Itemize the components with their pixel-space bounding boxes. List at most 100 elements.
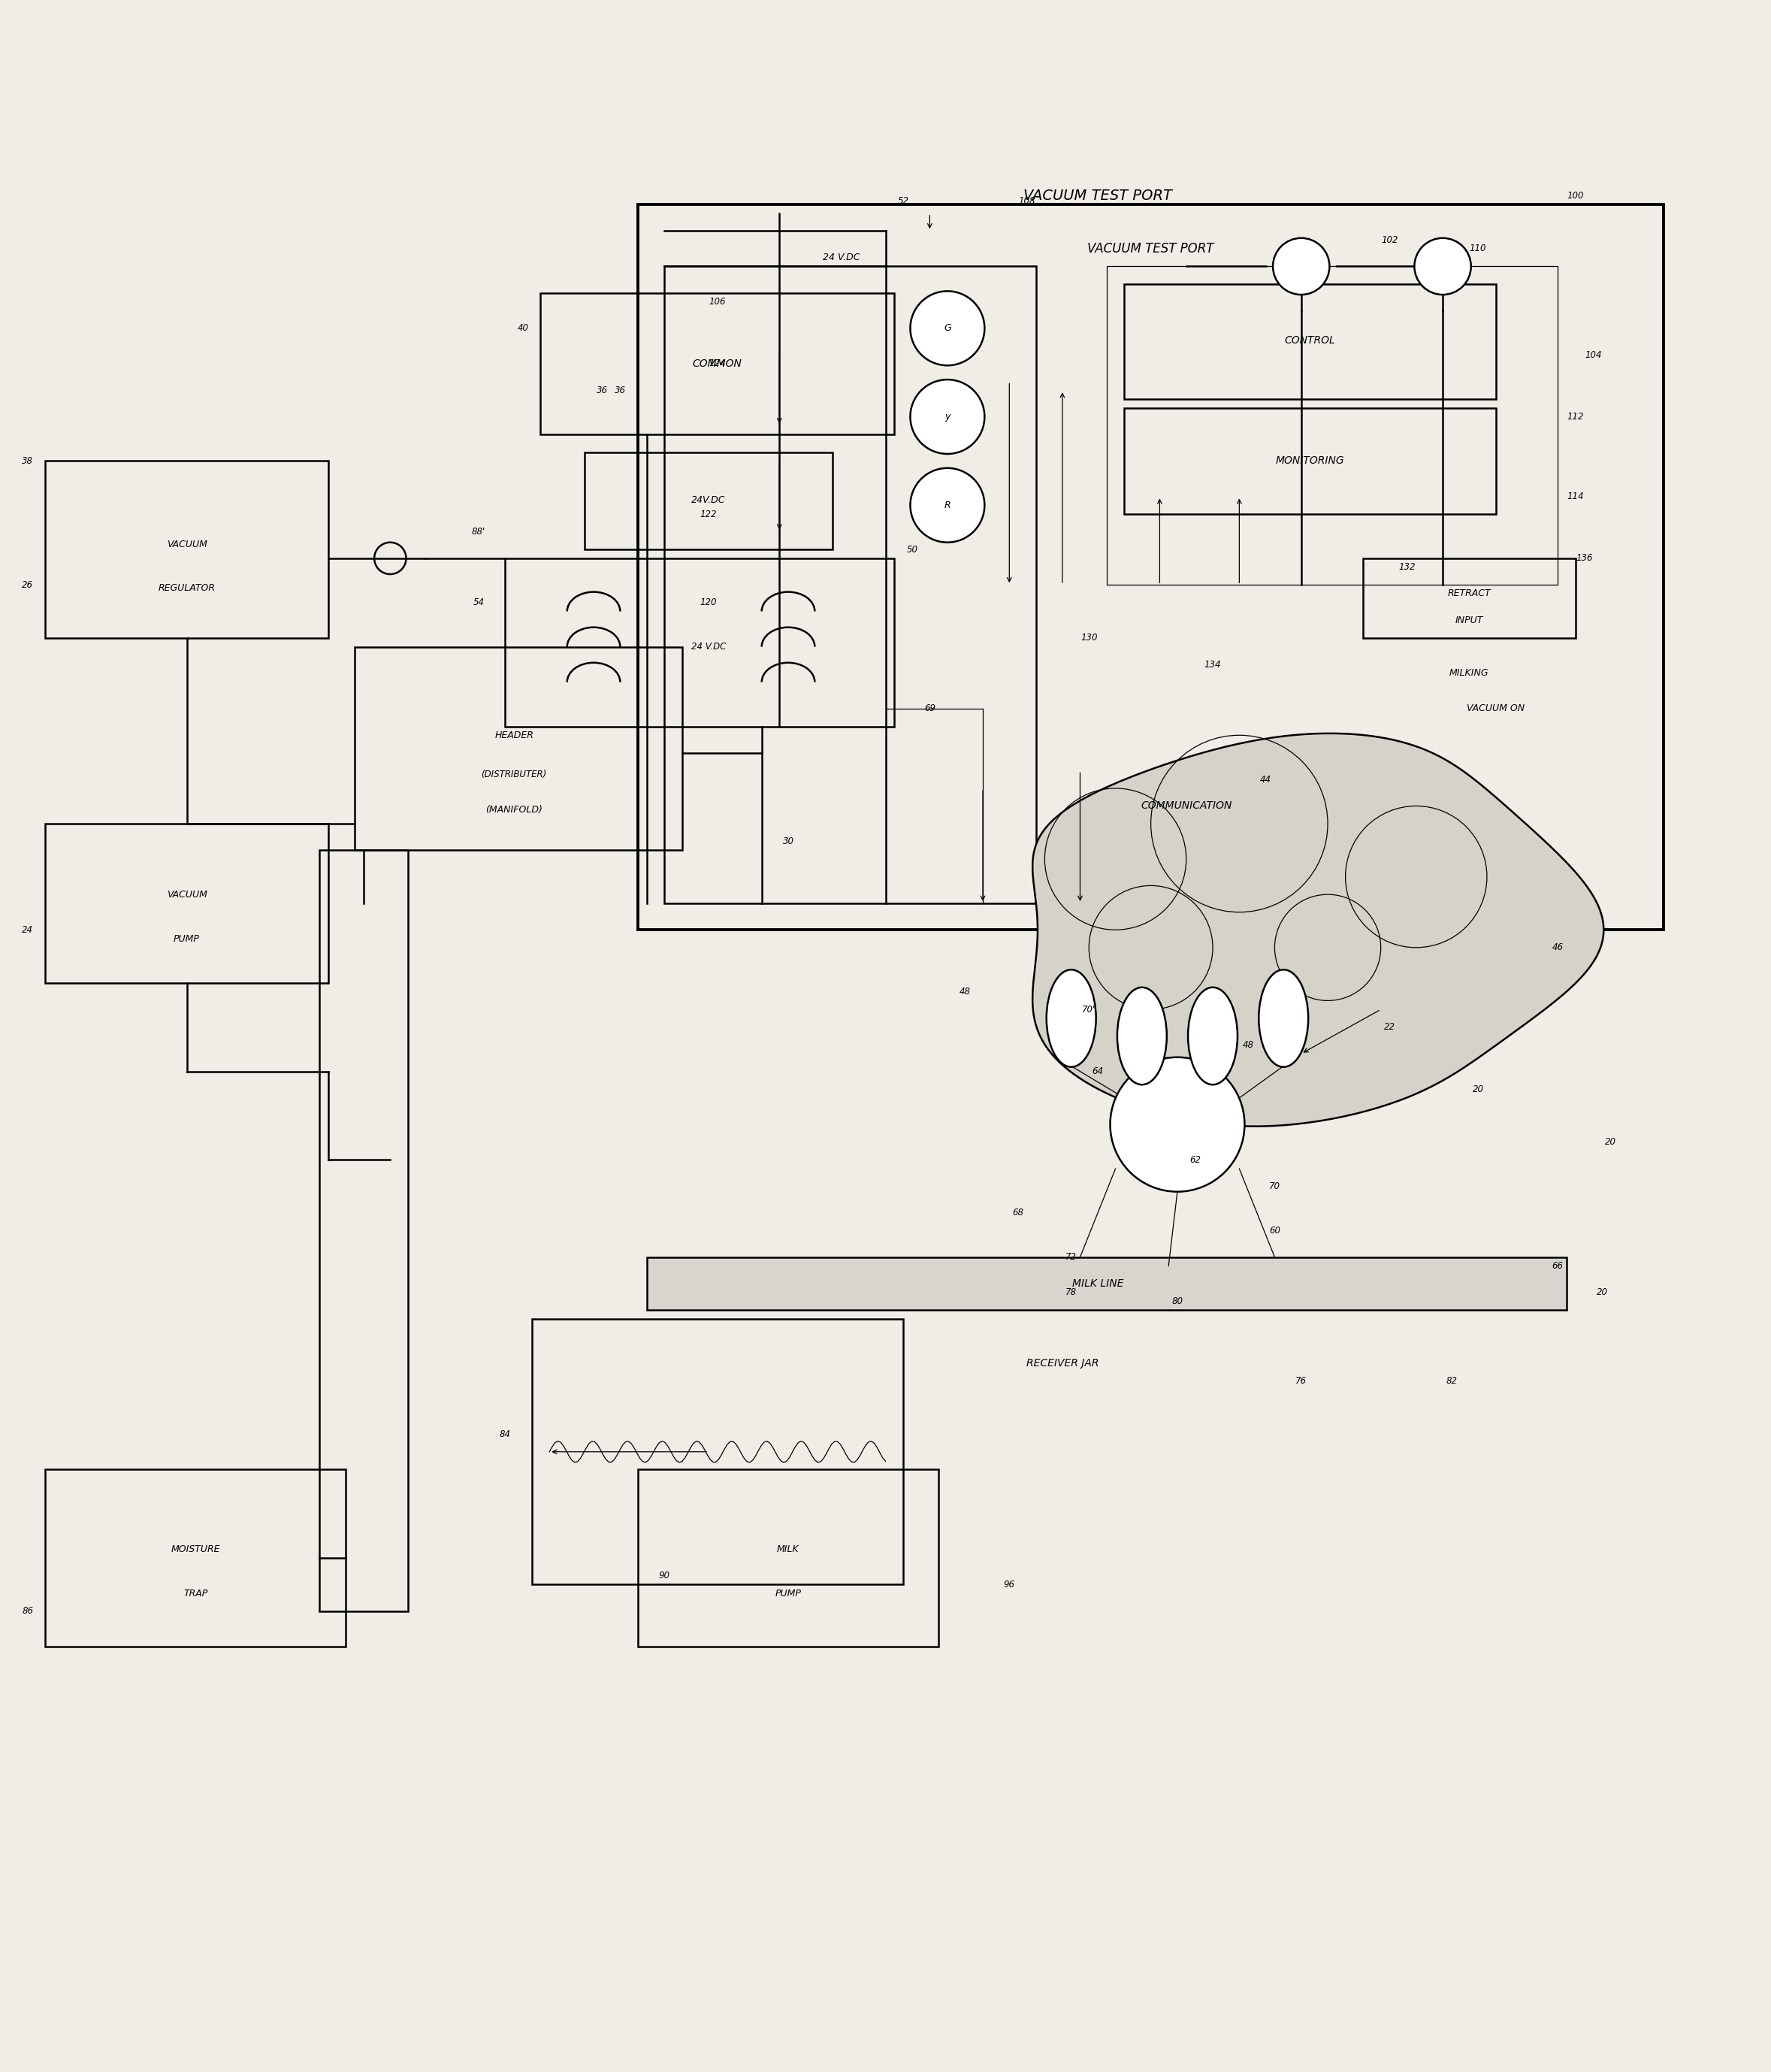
Bar bbox=[1125, 408, 1496, 514]
Text: 70': 70' bbox=[1082, 1005, 1096, 1015]
Text: (MANIFOLD): (MANIFOLD) bbox=[485, 804, 542, 814]
Bar bbox=[505, 557, 894, 727]
Text: 26: 26 bbox=[21, 580, 34, 591]
Text: 76: 76 bbox=[1296, 1376, 1307, 1386]
Text: 36: 36 bbox=[597, 385, 607, 396]
Ellipse shape bbox=[1259, 970, 1309, 1067]
Ellipse shape bbox=[1118, 988, 1167, 1084]
Ellipse shape bbox=[1188, 988, 1238, 1084]
Text: 22: 22 bbox=[1383, 1021, 1396, 1032]
Text: 112: 112 bbox=[1567, 412, 1583, 421]
Text: (DISTRIBUTER): (DISTRIBUTER) bbox=[482, 769, 547, 779]
Text: VACUUM: VACUUM bbox=[166, 539, 207, 549]
Text: 48: 48 bbox=[960, 986, 971, 997]
Text: 30: 30 bbox=[783, 837, 793, 845]
Text: 84: 84 bbox=[499, 1430, 510, 1438]
Text: 72: 72 bbox=[1066, 1251, 1077, 1262]
Text: 130: 130 bbox=[1080, 634, 1098, 642]
Bar bbox=[531, 1320, 903, 1585]
Circle shape bbox=[1110, 1057, 1245, 1191]
Text: VACUUM TEST PORT: VACUUM TEST PORT bbox=[1087, 242, 1215, 255]
Bar bbox=[1364, 557, 1576, 638]
Text: VACUUM: VACUUM bbox=[166, 889, 207, 899]
Text: REGULATOR: REGULATOR bbox=[158, 584, 216, 593]
Text: 104: 104 bbox=[1585, 350, 1601, 361]
Circle shape bbox=[1273, 238, 1330, 294]
Text: CONTROL: CONTROL bbox=[1284, 336, 1335, 346]
Text: 48: 48 bbox=[1243, 1040, 1254, 1051]
Circle shape bbox=[910, 379, 985, 454]
Polygon shape bbox=[1032, 733, 1605, 1127]
Text: 70: 70 bbox=[1270, 1181, 1280, 1191]
Text: 132: 132 bbox=[1399, 562, 1415, 572]
Text: 120: 120 bbox=[700, 597, 717, 607]
Text: 114: 114 bbox=[1567, 491, 1583, 501]
Text: 78: 78 bbox=[1066, 1287, 1077, 1297]
Text: 68: 68 bbox=[1013, 1208, 1024, 1218]
Text: RECEIVER JAR: RECEIVER JAR bbox=[1025, 1357, 1098, 1370]
Text: 24 V.DC: 24 V.DC bbox=[691, 642, 726, 651]
Text: 82: 82 bbox=[1445, 1376, 1458, 1386]
Bar bbox=[1125, 284, 1496, 400]
Text: MILK: MILK bbox=[777, 1544, 799, 1554]
Text: 80: 80 bbox=[1172, 1297, 1183, 1305]
Bar bbox=[540, 292, 894, 435]
Text: 36: 36 bbox=[615, 385, 625, 396]
Text: 24 V.DC: 24 V.DC bbox=[824, 253, 861, 263]
Text: COMMUNICATION: COMMUNICATION bbox=[1141, 800, 1233, 812]
Text: HEADER: HEADER bbox=[494, 729, 533, 740]
Text: PUMP: PUMP bbox=[174, 934, 200, 943]
Text: G: G bbox=[944, 323, 951, 334]
Text: 60: 60 bbox=[1270, 1227, 1280, 1235]
Text: 100: 100 bbox=[1567, 191, 1583, 201]
Text: MILK LINE: MILK LINE bbox=[1071, 1278, 1123, 1289]
Text: 136: 136 bbox=[1576, 553, 1592, 564]
Text: COMMON: COMMON bbox=[692, 358, 742, 369]
Bar bbox=[1107, 267, 1558, 584]
Text: 108: 108 bbox=[1018, 197, 1036, 205]
Text: 52: 52 bbox=[898, 197, 909, 205]
Text: 69: 69 bbox=[924, 704, 935, 713]
Bar bbox=[584, 452, 832, 549]
Bar bbox=[638, 1469, 939, 1647]
Bar bbox=[319, 850, 407, 1612]
Text: 20: 20 bbox=[1605, 1138, 1617, 1148]
Text: 90: 90 bbox=[659, 1571, 669, 1581]
Text: 50: 50 bbox=[907, 545, 917, 555]
Text: 86: 86 bbox=[21, 1606, 34, 1616]
Text: 20: 20 bbox=[1596, 1287, 1608, 1297]
Text: 88': 88' bbox=[471, 526, 485, 537]
Text: RETRACT: RETRACT bbox=[1447, 588, 1491, 599]
Bar bbox=[354, 646, 682, 850]
Text: 110: 110 bbox=[1470, 244, 1486, 253]
Text: 134: 134 bbox=[1204, 659, 1222, 669]
Text: INPUT: INPUT bbox=[1456, 615, 1484, 626]
Text: 96: 96 bbox=[1004, 1579, 1015, 1589]
Text: TRAP: TRAP bbox=[184, 1589, 207, 1598]
Text: 24V.DC: 24V.DC bbox=[691, 495, 726, 506]
Bar bbox=[46, 460, 328, 638]
Text: 44: 44 bbox=[1261, 775, 1272, 785]
Bar bbox=[46, 1469, 345, 1647]
Text: 122: 122 bbox=[700, 510, 717, 518]
Text: 106: 106 bbox=[708, 296, 726, 307]
Text: 40: 40 bbox=[517, 323, 528, 334]
Circle shape bbox=[910, 292, 985, 365]
Bar bbox=[646, 1258, 1567, 1310]
Text: 54: 54 bbox=[473, 597, 483, 607]
Text: 38: 38 bbox=[21, 456, 34, 466]
Text: 124: 124 bbox=[708, 358, 726, 369]
Text: PUMP: PUMP bbox=[776, 1589, 800, 1598]
Text: VACUUM ON: VACUUM ON bbox=[1466, 704, 1525, 713]
Bar bbox=[638, 205, 1663, 930]
Text: 66: 66 bbox=[1551, 1262, 1564, 1270]
Ellipse shape bbox=[1047, 970, 1096, 1067]
Text: y: y bbox=[944, 412, 951, 421]
Text: MILKING: MILKING bbox=[1449, 669, 1489, 678]
Text: 64: 64 bbox=[1093, 1067, 1103, 1075]
Text: 46: 46 bbox=[1551, 943, 1564, 953]
Text: MONITORING: MONITORING bbox=[1275, 456, 1344, 466]
Circle shape bbox=[1415, 238, 1472, 294]
Text: MOISTURE: MOISTURE bbox=[172, 1544, 220, 1554]
Bar bbox=[46, 825, 328, 982]
